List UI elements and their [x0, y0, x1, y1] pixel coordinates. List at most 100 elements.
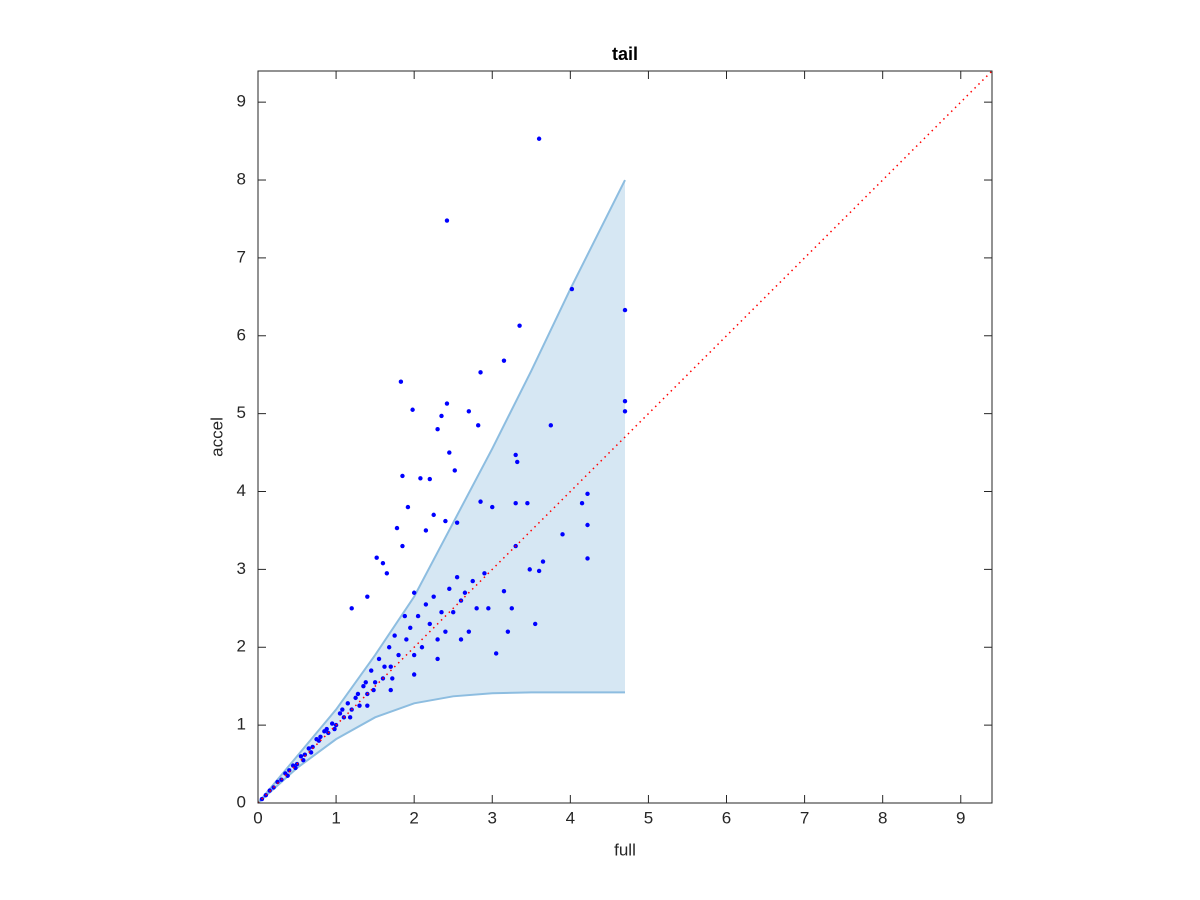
- scatter-point: [585, 522, 590, 528]
- scatter-point: [466, 409, 472, 414]
- scatter-point: [392, 633, 397, 638]
- scatter-point: [340, 707, 345, 712]
- x-tick-label: 6: [722, 808, 731, 827]
- y-axis-label: accel: [207, 417, 226, 457]
- scatter-point: [451, 610, 456, 615]
- x-tick-label: 5: [644, 808, 653, 827]
- scatter-point: [411, 672, 417, 677]
- scatter-point: [361, 683, 366, 689]
- scatter-point: [363, 680, 368, 685]
- x-tick-label: 8: [878, 808, 887, 827]
- scatter-point: [585, 491, 590, 497]
- scatter-point: [337, 711, 343, 716]
- scatter-point: [427, 476, 432, 482]
- scatter-point: [444, 401, 450, 406]
- scatter-point: [536, 136, 542, 141]
- scatter-point: [454, 574, 460, 580]
- scatter-point: [501, 588, 507, 594]
- scatter-point: [482, 571, 487, 576]
- scatter-point: [400, 543, 405, 549]
- scatter-point: [423, 602, 429, 607]
- scatter-point: [533, 621, 538, 627]
- x-tick-label: 7: [800, 808, 809, 827]
- scatter-point: [324, 726, 329, 732]
- band-lower-line: [257, 691, 625, 804]
- scatter-point: [349, 606, 354, 611]
- scatter-point: [411, 590, 417, 595]
- scatter-point: [365, 594, 370, 599]
- scatter-point: [452, 468, 457, 473]
- scatter-point: [382, 664, 387, 669]
- scatter-point: [515, 459, 520, 465]
- scatter-point: [332, 726, 337, 732]
- scatter-point: [525, 500, 530, 506]
- x-tick-label: 2: [409, 808, 418, 827]
- scatter-point: [357, 703, 362, 708]
- x-axis-label: full: [614, 840, 636, 859]
- scatter-point: [540, 559, 546, 564]
- plot-area: 0 1 2 3 4 5 6 7 8 9 0 1 2 3 4 5 6 7 8 9: [237, 70, 993, 827]
- scatter-point: [447, 586, 452, 592]
- scatter-point: [536, 568, 542, 574]
- scatter-point: [371, 687, 376, 693]
- x-tick-label: 3: [488, 808, 497, 827]
- scatter-point: [306, 746, 311, 751]
- scatter-point: [365, 703, 370, 708]
- scatter-point: [345, 701, 350, 706]
- scatter-point: [388, 687, 393, 693]
- scatter-point: [435, 637, 440, 642]
- scatter-point: [427, 621, 432, 627]
- scatter-point: [527, 567, 532, 572]
- scatter-point: [390, 676, 395, 681]
- scatter-point: [402, 613, 407, 619]
- y-tick-label: 3: [237, 559, 246, 578]
- scatter-point: [398, 379, 404, 384]
- x-tick-label: 0: [253, 808, 262, 827]
- scatter-point: [493, 651, 499, 656]
- scatter-point: [447, 450, 452, 455]
- scatter-point: [622, 398, 628, 404]
- scatter-point: [439, 610, 444, 615]
- scatter-point: [560, 532, 565, 537]
- x-tick-label: 9: [956, 808, 965, 827]
- scatter-point: [380, 560, 386, 566]
- x-tick-label: 4: [566, 808, 575, 827]
- scatter-point: [329, 721, 335, 726]
- scatter-point: [408, 625, 413, 630]
- scatter-point: [285, 773, 290, 778]
- y-tick-label: 2: [237, 637, 246, 656]
- reference-line: [257, 70, 993, 804]
- scatter-point: [478, 499, 483, 504]
- scatter-point: [444, 218, 450, 223]
- scatter-point: [388, 664, 393, 669]
- scatter-point: [293, 765, 298, 771]
- scatter-point: [372, 680, 378, 685]
- scatter-point: [622, 409, 628, 414]
- scatter-point: [517, 323, 522, 328]
- scatter-point: [404, 637, 409, 642]
- scatter-point: [454, 520, 460, 525]
- scatter-point: [466, 629, 472, 634]
- scatter-point: [374, 555, 379, 560]
- scatter-point: [435, 427, 440, 432]
- scatter-point: [308, 750, 314, 755]
- scatter-point: [474, 606, 479, 611]
- scatter-point: [347, 715, 353, 720]
- y-tick-label: 6: [237, 325, 246, 344]
- y-tick-label: 1: [237, 715, 246, 734]
- band-area: [258, 180, 625, 804]
- axes-box: [257, 70, 993, 804]
- scatter-point: [505, 629, 511, 634]
- scatter-point: [384, 571, 390, 576]
- scatter-point: [411, 652, 417, 658]
- scatter-point: [376, 656, 382, 662]
- scatter-point: [435, 656, 440, 662]
- scatter-point: [423, 528, 429, 533]
- y-tick-label: 9: [237, 92, 246, 111]
- scatter-point: [410, 407, 415, 412]
- scatter-point: [462, 590, 468, 595]
- scatter-point: [585, 556, 590, 561]
- scatter-point: [548, 423, 554, 428]
- scatter-point: [513, 500, 518, 506]
